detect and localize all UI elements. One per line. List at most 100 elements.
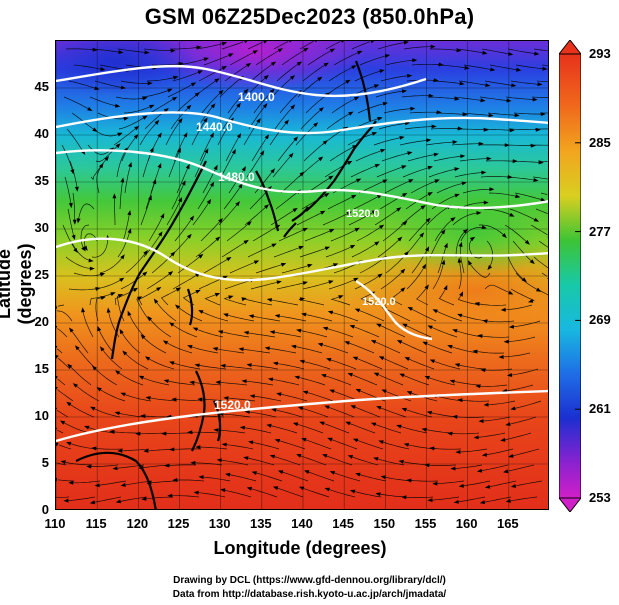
- streamline-arrowhead: [81, 307, 85, 313]
- streamline-arrowhead: [175, 287, 182, 292]
- streamline-arrowhead: [348, 111, 354, 116]
- streamline-arrowhead: [270, 168, 275, 174]
- streamline: [382, 222, 406, 242]
- streamline-arrowhead: [212, 347, 218, 351]
- streamline: [90, 158, 108, 181]
- streamline: [355, 149, 383, 162]
- streamline: [182, 290, 199, 306]
- streamline: [328, 358, 357, 370]
- streamline: [148, 397, 178, 402]
- streamline-arrowhead: [328, 280, 334, 285]
- streamline: [479, 96, 509, 102]
- streamline-arrowhead: [473, 435, 479, 440]
- streamline-arrowhead: [120, 177, 125, 183]
- streamline-arrowhead: [313, 122, 319, 128]
- streamline-arrowhead: [115, 370, 121, 375]
- streamline-arrowhead: [203, 117, 208, 123]
- streamline-arrowhead: [426, 410, 432, 415]
- streamline-arrowhead: [112, 193, 117, 199]
- streamline: [357, 103, 386, 114]
- streamline-arrowhead: [244, 41, 248, 44]
- y-tick-label: 0: [41, 502, 49, 517]
- streamline: [508, 128, 538, 131]
- streamline: [149, 97, 175, 114]
- streamline-arrowhead: [56, 304, 58, 309]
- streamline: [76, 347, 97, 370]
- streamline: [141, 376, 170, 386]
- streamline: [151, 63, 181, 66]
- streamline-arrowhead: [127, 228, 132, 234]
- streamline: [350, 164, 378, 178]
- streamline-arrowhead: [483, 127, 489, 132]
- contour-1400: [56, 64, 427, 98]
- streamline-arrowhead: [403, 443, 409, 447]
- streamline-arrowhead: [378, 440, 384, 445]
- streamline-arrowhead: [315, 41, 318, 43]
- streamline: [402, 166, 431, 178]
- streamline-arrowhead: [243, 88, 249, 94]
- streamline-arrowhead: [143, 250, 148, 256]
- streamline: [250, 62, 274, 82]
- streamline: [353, 195, 380, 210]
- streamline: [251, 315, 281, 322]
- streamline-arrowhead: [72, 219, 77, 225]
- streamline-arrowhead: [86, 464, 92, 469]
- streamline-arrowhead: [449, 379, 455, 384]
- streamline-arrowhead: [327, 310, 334, 315]
- streamline: [427, 464, 457, 466]
- streamline-arrowhead: [127, 210, 132, 216]
- x-tick-label: 135: [249, 516, 272, 531]
- streamline-arrowhead: [379, 224, 385, 230]
- streamline-arrowhead: [345, 79, 351, 84]
- streamline-arrowhead: [376, 406, 382, 410]
- streamline: [247, 244, 275, 258]
- streamline: [300, 108, 322, 130]
- streamline: [330, 296, 351, 306]
- streamline: [281, 264, 310, 274]
- streamline-arrowhead: [476, 211, 482, 215]
- streamline: [435, 112, 465, 115]
- streamline-arrowhead: [246, 363, 252, 368]
- streamline: [329, 438, 358, 450]
- streamline: [246, 332, 276, 338]
- streamline-arrowhead: [453, 499, 459, 504]
- streamline-arrowhead: [462, 229, 469, 234]
- streamline-arrowhead: [382, 101, 388, 106]
- streamline: [416, 286, 429, 306]
- streamline-arrowhead: [56, 355, 59, 359]
- streamline: [401, 95, 431, 98]
- streamline-arrowhead: [90, 406, 96, 411]
- streamline: [62, 224, 77, 251]
- streamline-arrowhead: [402, 192, 408, 198]
- streamline: [506, 176, 536, 181]
- streamline-arrowhead: [99, 272, 106, 277]
- streamline-arrowhead: [431, 124, 437, 129]
- streamline-arrowhead: [329, 389, 335, 394]
- streamline-arrowhead: [118, 50, 124, 54]
- streamline: [142, 336, 167, 354]
- streamline: [77, 203, 95, 221]
- streamline-arrowhead: [218, 218, 223, 224]
- streamline: [454, 330, 484, 338]
- streamline-arrowhead: [485, 83, 491, 87]
- streamline: [511, 320, 541, 328]
- streamline-arrowhead: [401, 89, 408, 94]
- streamline-arrowhead: [319, 421, 325, 426]
- streamline: [120, 80, 150, 84]
- streamline-arrowhead: [266, 423, 272, 428]
- streamline: [296, 211, 323, 226]
- streamline-arrowhead: [353, 96, 360, 101]
- streamline-arrowhead: [231, 148, 236, 155]
- streamline-arrowhead: [400, 287, 406, 292]
- streamline: [117, 230, 131, 258]
- streamline: [383, 390, 412, 402]
- streamline-arrowhead: [263, 74, 269, 80]
- streamline: [276, 62, 300, 82]
- streamline: [515, 64, 545, 70]
- streamline-arrowhead: [303, 47, 309, 52]
- streamline-arrowhead: [253, 260, 260, 265]
- streamline-arrowhead: [547, 277, 548, 280]
- streamline-arrowhead: [243, 239, 249, 245]
- streamline: [300, 407, 329, 418]
- streamline: [223, 296, 247, 306]
